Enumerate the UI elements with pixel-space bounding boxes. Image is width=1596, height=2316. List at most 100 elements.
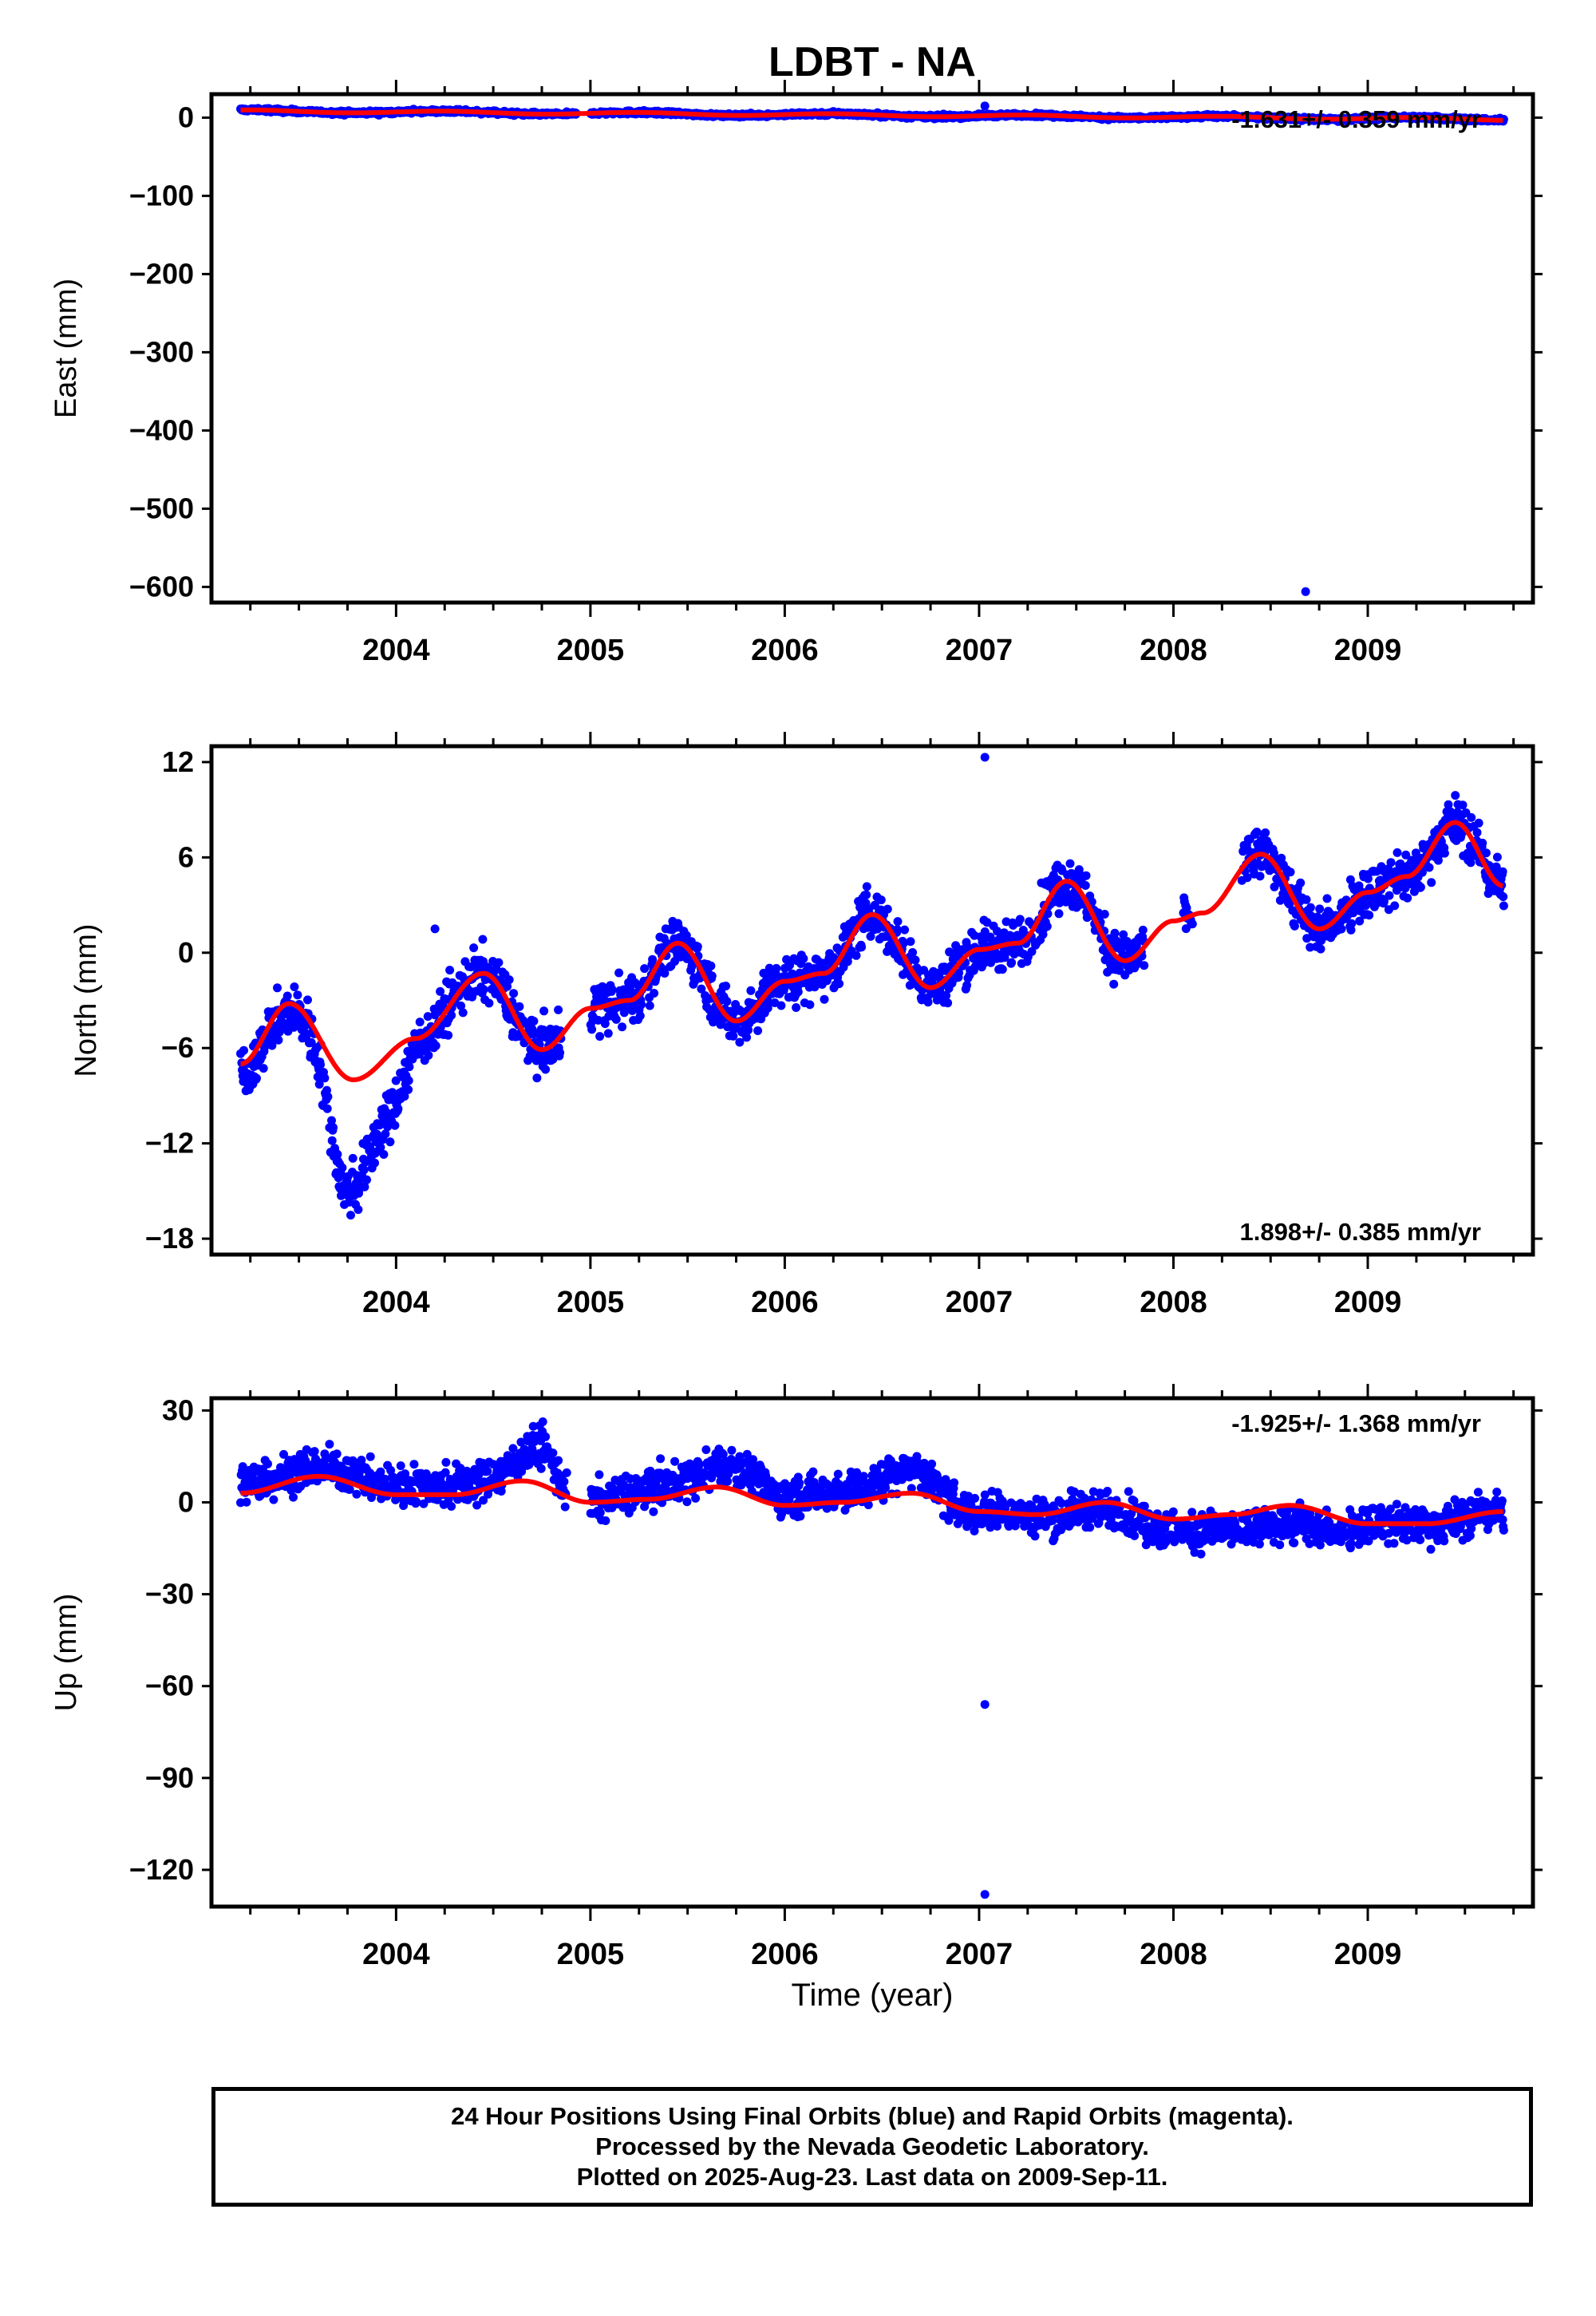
x-tick-label: 2006 (751, 1286, 819, 1319)
data-point (362, 1175, 371, 1184)
data-point (746, 986, 756, 995)
y-tick-label: −400 (129, 413, 194, 446)
data-point (438, 1001, 448, 1010)
data-point (404, 1085, 413, 1094)
data-point (352, 1489, 361, 1499)
data-point (1138, 925, 1148, 935)
data-point (993, 927, 1002, 936)
data-point (1043, 909, 1053, 919)
y-tick-label: −500 (129, 492, 194, 524)
data-point (548, 1448, 558, 1458)
data-point (1302, 934, 1312, 943)
data-point (1424, 863, 1434, 872)
data-point (637, 1000, 646, 1010)
data-point (587, 1025, 597, 1034)
data-point (1365, 911, 1374, 920)
data-point (899, 939, 908, 948)
data-point (405, 1062, 414, 1072)
data-point (376, 1143, 385, 1152)
data-point (1110, 928, 1120, 938)
data-point (691, 1493, 701, 1503)
data-point (494, 958, 504, 967)
data-point (1481, 848, 1491, 858)
data-point (1467, 812, 1476, 822)
data-point (1317, 936, 1326, 945)
data-point (259, 1064, 268, 1073)
figure-title: LDBT - NA (768, 39, 976, 85)
data-point (456, 1001, 466, 1010)
outlier-point (980, 101, 990, 111)
data-point (998, 965, 1007, 974)
data-point (274, 1035, 283, 1045)
data-point (1337, 924, 1346, 934)
data-point (1322, 894, 1332, 903)
data-point (483, 1467, 492, 1476)
data-point (1499, 901, 1508, 911)
data-point (1416, 883, 1425, 892)
data-point (269, 1495, 279, 1504)
data-point (1346, 925, 1356, 935)
data-point (862, 882, 871, 891)
data-point (1498, 867, 1507, 876)
data-point (293, 990, 302, 1000)
data-point (412, 1497, 421, 1506)
data-point (1478, 838, 1487, 848)
data-point (267, 1041, 277, 1050)
data-point (338, 1163, 347, 1172)
data-point (682, 1497, 692, 1507)
data-point (631, 979, 641, 989)
data-point (409, 1460, 419, 1469)
data-point (370, 1158, 379, 1168)
data-point (594, 1015, 603, 1025)
data-point (835, 979, 844, 989)
data-point (693, 942, 702, 951)
data-point (1242, 873, 1252, 883)
data-point (322, 1104, 332, 1113)
data-point (706, 961, 716, 970)
x-tick-label: 2004 (362, 1286, 430, 1319)
data-point (923, 998, 933, 1007)
data-point (1109, 979, 1119, 989)
data-point (650, 989, 659, 998)
x-tick-label: 2007 (946, 634, 1013, 667)
y-tick-label: −6 (161, 1031, 194, 1064)
data-point (1466, 858, 1476, 868)
data-point (1065, 859, 1075, 868)
data-point (252, 1073, 261, 1083)
data-point (325, 1440, 334, 1449)
data-point (314, 1080, 324, 1089)
data-point (345, 1484, 354, 1494)
data-point (851, 951, 861, 960)
data-point (792, 1003, 801, 1012)
data-point (532, 1073, 542, 1083)
data-point (795, 1478, 804, 1488)
data-point (1000, 953, 1009, 962)
data-point (538, 1417, 547, 1426)
x-tick-label: 2004 (362, 634, 430, 667)
data-point (282, 991, 292, 1001)
plot-frame (209, 744, 1535, 1257)
data-point (1182, 903, 1191, 913)
data-point (1355, 916, 1365, 926)
y-tick-label: −18 (145, 1222, 194, 1255)
data-point (805, 1000, 815, 1010)
data-point (796, 1512, 805, 1521)
y-tick-label: −200 (129, 257, 194, 290)
data-point (1255, 871, 1265, 881)
data-point (723, 1476, 733, 1486)
data-point (722, 997, 732, 1006)
data-point (1081, 871, 1091, 880)
data-point (333, 1149, 342, 1159)
data-point (359, 1165, 369, 1175)
data-point (697, 984, 706, 994)
data-point (601, 1516, 610, 1525)
outlier-point (430, 924, 440, 934)
data-point (323, 1092, 333, 1101)
data-point (911, 955, 920, 965)
data-point (1472, 828, 1482, 837)
data-point (1286, 868, 1295, 877)
data-point (1386, 858, 1396, 868)
